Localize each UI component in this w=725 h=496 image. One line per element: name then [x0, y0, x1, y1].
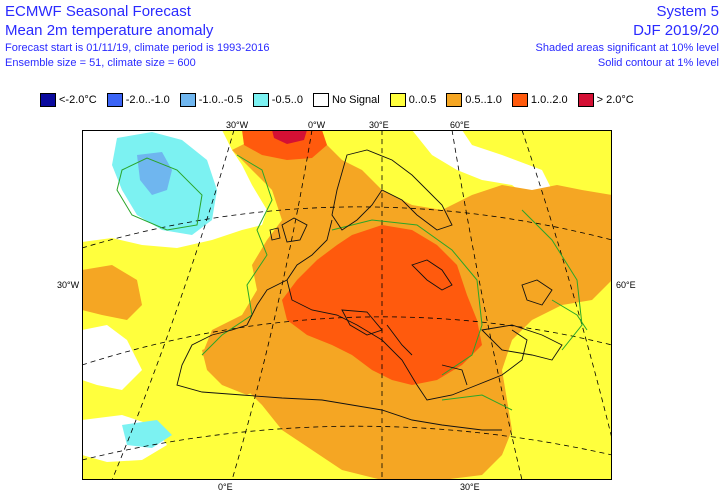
legend-label: 0..0.5 [408, 94, 437, 106]
map-subtitle: Mean 2m temperature anomaly [5, 22, 214, 39]
legend-label: > 2.0°C [596, 94, 634, 106]
no-signal-area-atlantic [82, 325, 142, 390]
legend-swatch [446, 93, 463, 107]
orange-area-northwest-africa [202, 340, 267, 395]
map-frame [82, 130, 612, 480]
legend-label: -2.0..-1.0 [125, 94, 170, 106]
grid-label-bottom-0e: 0°E [218, 482, 233, 492]
grid-label-top-0w: 0°W [308, 120, 326, 130]
legend-swatch [106, 93, 123, 107]
map-title: ECMWF Seasonal Forecast [5, 3, 191, 20]
significance-1pct-note: Solid contour at 1% level [597, 57, 719, 69]
coastlines [176, 149, 563, 431]
legend-swatch [312, 93, 329, 107]
cyan-area-atlantic-south [122, 420, 172, 448]
legend-item: <-2.0°C [40, 93, 97, 107]
grid-label-bottom-30e: 30°E [460, 482, 480, 492]
legend-label: No Signal [331, 94, 380, 106]
legend-label: -1.0..-0.5 [198, 94, 243, 106]
system-label: System 5 [656, 3, 719, 20]
graticule [82, 130, 612, 480]
color-legend: <-2.0°C -2.0..-1.0 -1.0..-0.5 -0.5..0 No Sig… [40, 92, 644, 108]
legend-item: -1.0..-0.5 [179, 93, 243, 107]
legend-item: -0.5..0 [252, 93, 303, 107]
grid-label-top-30e: 30°E [369, 120, 389, 130]
ensemble-size-line: Ensemble size = 51, climate size = 600 [5, 57, 196, 69]
legend-swatch [40, 93, 56, 107]
legend-label: <-2.0°C [59, 94, 97, 106]
forecast-start-line: Forecast start is 01/11/19, climate peri… [5, 42, 270, 54]
significance-contours [116, 154, 588, 411]
legend-label: 0.5..1.0 [465, 94, 502, 106]
legend-item: 1.0..2.0 [511, 93, 568, 107]
legend-label: 1.0..2.0 [530, 94, 568, 106]
legend-item: No Signal [312, 93, 380, 107]
grid-label-left-30w: 30°W [57, 280, 80, 290]
red-area-north-atlantic [242, 130, 327, 160]
legend-label: -0.5..0 [271, 94, 303, 106]
darkred-area-north-atlantic [272, 130, 307, 144]
orange-area-east [562, 210, 612, 275]
legend-swatch [179, 93, 196, 107]
orange-area-west-atlantic [82, 265, 142, 320]
grid-label-top-30w: 30°W [226, 120, 249, 130]
legend-swatch [577, 93, 594, 107]
anomaly-map [82, 130, 612, 480]
blue-area-greenland-sea [137, 152, 172, 195]
legend-item: > 2.0°C [577, 93, 634, 107]
no-signal-area-northeast [412, 130, 552, 200]
legend-swatch [252, 93, 269, 107]
season-label: DJF 2019/20 [633, 22, 719, 39]
legend-item: 0.5..1.0 [446, 93, 502, 107]
grid-label-right-60e: 60°E [616, 280, 636, 290]
legend-swatch [389, 93, 406, 107]
grid-label-top-60e: 60°E [450, 120, 470, 130]
legend-item: 0..0.5 [389, 93, 437, 107]
significance-10pct-note: Shaded areas significant at 10% level [535, 42, 719, 54]
legend-item: -2.0..-1.0 [106, 93, 170, 107]
legend-swatch [511, 93, 528, 107]
